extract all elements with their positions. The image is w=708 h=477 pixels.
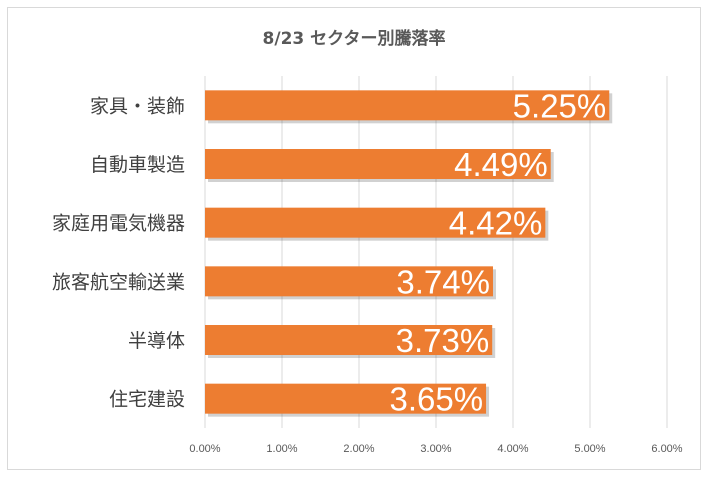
x-tick-label: 2.00% [343, 443, 374, 455]
category-label: 自動車製造 [90, 154, 185, 176]
x-tick-label: 5.00% [574, 443, 605, 455]
gridlines [204, 76, 668, 428]
data-label: 4.42% [449, 205, 543, 242]
bar [205, 149, 551, 179]
data-label: 3.73% [396, 322, 490, 359]
x-tick-label: 4.00% [497, 443, 528, 455]
x-tick-label: 1.00% [266, 443, 297, 455]
category-label: 家庭用電気機器 [52, 213, 185, 235]
data-labels: 5.25% 4.49% 4.42% 3.74% 3.73% 3.65% [389, 87, 606, 417]
category-label: 住宅建設 [109, 389, 185, 411]
bars [205, 90, 613, 417]
data-label: 4.49% [454, 146, 548, 183]
chart-title: 8/23 セクター別騰落率 [263, 28, 446, 49]
bar [205, 325, 493, 355]
data-label: 3.65% [389, 381, 483, 418]
bar [205, 90, 610, 121]
bar [205, 207, 546, 238]
category-label: 旅客航空輸送業 [52, 271, 185, 293]
bar [205, 383, 487, 414]
bar [205, 266, 493, 297]
data-label: 3.74% [396, 263, 490, 300]
category-label: 家具・装飾 [90, 95, 185, 117]
category-label: 半導体 [128, 330, 185, 352]
x-tick-label: 6.00% [651, 443, 682, 455]
data-label: 5.25% [513, 87, 607, 124]
x-axis-ticks: 0.00% 1.00% 2.00% 3.00% 4.00% 5.00% 6.00% [189, 443, 682, 455]
x-tick-label: 0.00% [189, 443, 220, 455]
x-tick-label: 3.00% [420, 443, 451, 455]
